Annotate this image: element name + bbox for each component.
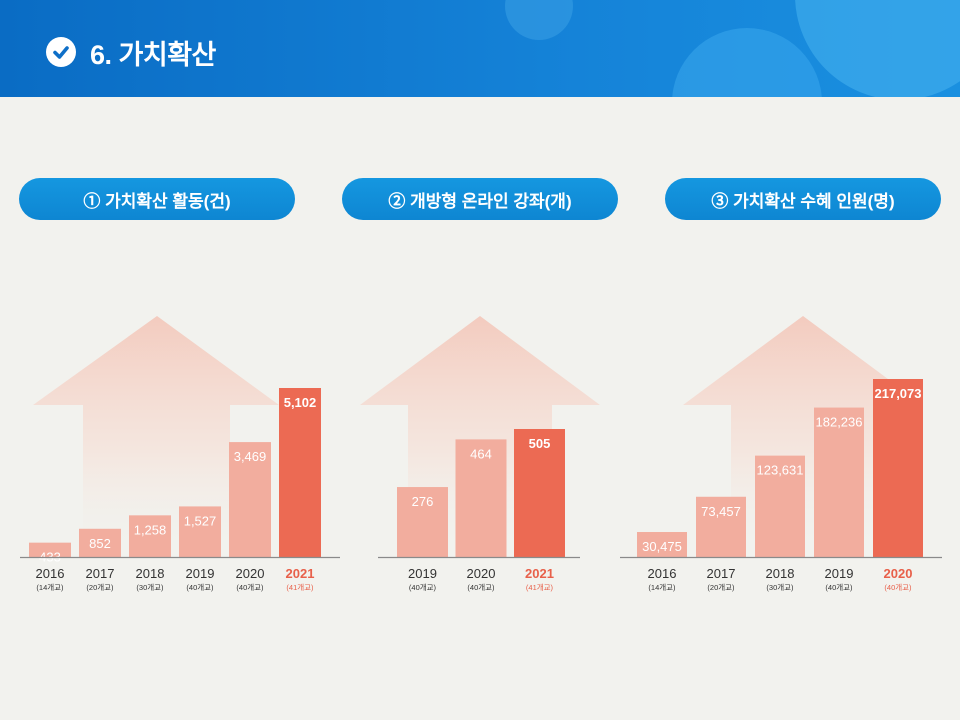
chart-1-bar-2021 (279, 388, 321, 557)
chart-1-bar-2018 (129, 515, 171, 557)
header-banner: 6. 가치확산 (0, 0, 960, 97)
chart-2-value-label-2020: 464 (470, 446, 492, 461)
chart-3-value-label-2018: 123,631 (757, 463, 804, 478)
chart-1-year-label-2018: 2018 (136, 566, 165, 581)
chart-1-value-label-2019: 1,527 (184, 513, 217, 528)
chart-1-value-label-2020: 3,469 (234, 449, 267, 464)
chart-3-bar-2018 (755, 455, 805, 557)
chart-1-value-label-2017: 852 (89, 536, 111, 551)
chart-3-year-label-2017: 2017 (707, 566, 736, 581)
chart-3-schools-label-2019: (40개교) (825, 582, 853, 592)
chart-2-schools-label-2019: (40개교) (409, 582, 437, 592)
chart-1-year-label-2016: 2016 (36, 566, 65, 581)
chart-3-schools-label-2017: (20개교) (707, 582, 735, 592)
chart-1-value-label-2021: 5,102 (284, 395, 317, 410)
chart-3-schools-label-2016: (14개교) (648, 582, 676, 592)
chart-1-value-label-2018: 1,258 (134, 522, 167, 537)
chart-1-growth-arrow (33, 316, 279, 560)
chart-1-bar-2017 (79, 528, 121, 557)
chart-1-bar-2016 (29, 542, 71, 557)
chart-1-schools-label-2019: (40개교) (186, 582, 214, 592)
chart-1-schools-label-2016: (14개교) (36, 582, 64, 592)
chart-1-year-label-2020: 2020 (236, 566, 265, 581)
chart-1-schools-label-2020: (40개교) (236, 582, 264, 592)
chart-2-value-label-2021: 505 (529, 436, 551, 451)
chart-1-schools-label-2017: (20개교) (86, 582, 114, 592)
chart-1-schools-label-2018: (30개교) (136, 582, 164, 592)
chart-2-value-label-2019: 276 (412, 494, 434, 509)
chart-3-value-label-2020: 217,073 (875, 386, 922, 401)
chart-3-bar-2020 (873, 379, 923, 557)
chart-1-schools-label-2021: (41개교) (286, 582, 314, 592)
chart-2-year-label-2019: 2019 (408, 566, 437, 581)
chart-1-bar-2020 (229, 442, 271, 557)
chart-3-value-label-2016: 30,475 (642, 539, 682, 554)
chart-3-value-label-2017: 73,457 (701, 504, 741, 519)
chart-1-bar-2019 (179, 506, 221, 557)
chart-1-year-label-2017: 2017 (86, 566, 115, 581)
chart-3-value-label-2019: 182,236 (816, 415, 863, 430)
chart-3-year-label-2019: 2019 (825, 566, 854, 581)
chart-1-year-label-2021: 2021 (286, 566, 315, 581)
title-group: 6. 가치확산 (46, 34, 216, 70)
chart-2-year-label-2021: 2021 (525, 566, 554, 581)
checkmark-icon (46, 37, 76, 67)
chart-3-title: ③ 가치확산 수혜 인원(명) (665, 178, 941, 220)
chart-2-year-label-2020: 2020 (467, 566, 496, 581)
chart-3-bar-2017 (696, 496, 746, 557)
chart-2-schools-label-2020: (40개교) (467, 582, 495, 592)
chart-3-bar-2016 (637, 532, 687, 557)
chart-3-year-label-2018: 2018 (766, 566, 795, 581)
chart-2-bar-2019 (397, 487, 448, 557)
chart-3-bar-2019 (814, 407, 864, 557)
page-title: 6. 가치확산 (90, 39, 216, 70)
chart-1-title: ① 가치확산 활동(건) (19, 178, 295, 220)
chart-1-year-label-2019: 2019 (186, 566, 215, 581)
chart-2-schools-label-2021: (41개교) (526, 582, 554, 592)
chart-3-schools-label-2018: (30개교) (766, 582, 794, 592)
chart-3-schools-label-2020: (40개교) (884, 582, 912, 592)
chart-2-title: ② 개방형 온라인 강좌(개) (342, 178, 618, 220)
chart-3-year-label-2016: 2016 (648, 566, 677, 581)
chart-2-bar-2021 (514, 429, 565, 557)
chart-2-bar-2020 (455, 439, 507, 557)
chart-3-year-label-2020: 2020 (884, 566, 913, 581)
